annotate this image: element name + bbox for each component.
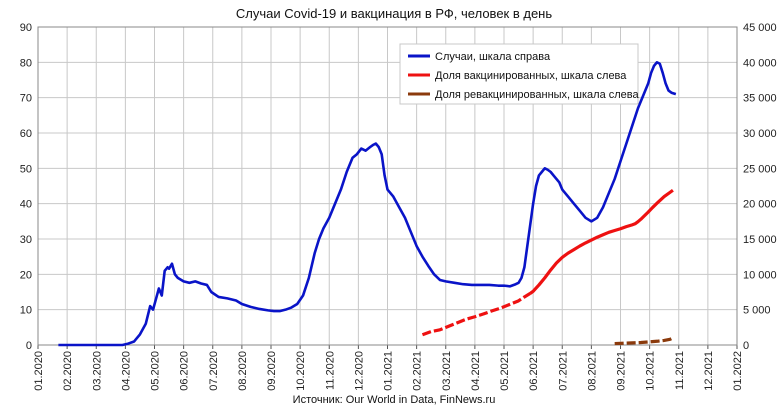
legend-label: Случаи, шкала справа [435,51,551,63]
x-tick-label: 09.2021 [616,351,628,391]
y-right-tick-label: 20 000 [743,199,777,211]
chart-source: Источник: Our World in Data, FinNews.ru [293,394,496,406]
x-tick-label: 01.2020 [33,351,45,391]
x-tick-label: 06.2021 [528,351,540,391]
x-tick-label: 10.2020 [295,351,307,391]
legend-label: Доля вакцинированных, шкала слева [435,70,627,82]
x-tick-label: 12.2021 [703,351,715,391]
y-left-tick-label: 80 [20,57,32,69]
y-left-tick-label: 40 [20,199,32,211]
y-left-tick-label: 20 [20,269,32,281]
y-right-tick-label: 25 000 [743,163,777,175]
y-right-tick-label: 45 000 [743,22,777,34]
x-tick-label: 01.2022 [732,351,744,391]
series-line-vaccinated [529,188,674,295]
chart-title: Случаи Covid-19 и вакцинация в РФ, челов… [236,6,552,21]
x-tick-label: 07.2020 [208,351,220,391]
grid [37,26,738,346]
x-tick-label: 03.2021 [441,351,453,391]
x-tick-label: 04.2020 [120,351,132,391]
y-left-tick-label: 0 [26,340,32,352]
x-tick-label: 02.2020 [62,351,74,391]
plot-frame [37,26,738,346]
x-tick-label: 06.2020 [179,351,191,391]
series-line-vaccinated-early [421,292,532,337]
y-left-tick-label: 90 [20,22,32,34]
x-tick-label: 03.2020 [91,351,103,391]
x-tick-label: 05.2020 [150,351,162,391]
y-right-tick-label: 5 000 [743,305,771,317]
x-tick-label: 10.2021 [645,351,657,391]
x-tick-label: 11.2020 [324,351,336,390]
x-tick-label: 11.2021 [674,351,686,390]
legend: Случаи, шкала справа Доля вакцинированных… [399,43,640,105]
y-right-tick-label: 15 000 [743,234,777,246]
y-right-tick-label: 30 000 [743,128,777,140]
x-tick-label: 01.2021 [383,351,395,391]
y-right-tick-label: 40 000 [743,57,777,69]
x-tick-label: 04.2021 [470,351,482,391]
y-left-tick-label: 10 [20,305,32,317]
x-tick-label: 07.2021 [557,351,569,391]
y-left-tick-label: 50 [20,163,32,175]
series-layer [58,61,677,347]
x-tick-label: 12.2020 [353,351,365,391]
legend-box [399,43,639,105]
axes: 0 10 20 30 40 50 60 70 80 90 0 5 000 10 000 15 000 20 … [20,22,777,391]
y-right-tick-label: 10 000 [743,269,777,281]
x-tick-label: 08.2021 [586,351,598,391]
y-right-tick-label: 35 000 [743,93,777,105]
y-left-tick-label: 60 [20,128,32,140]
y-left-tick-label: 70 [20,93,32,105]
legend-label: Доля ревакцинированных, шкала слева [435,89,640,101]
x-tick-label: 08.2020 [237,351,249,391]
x-tick-label: 05.2021 [499,351,511,391]
y-right-tick-label: 0 [743,340,749,352]
y-left-tick-label: 30 [20,234,32,246]
series-line-cases [58,61,677,347]
x-tick-label: 02.2021 [412,351,424,391]
x-tick-label: 09.2020 [266,351,278,391]
series-line-revaccinated [614,336,674,346]
